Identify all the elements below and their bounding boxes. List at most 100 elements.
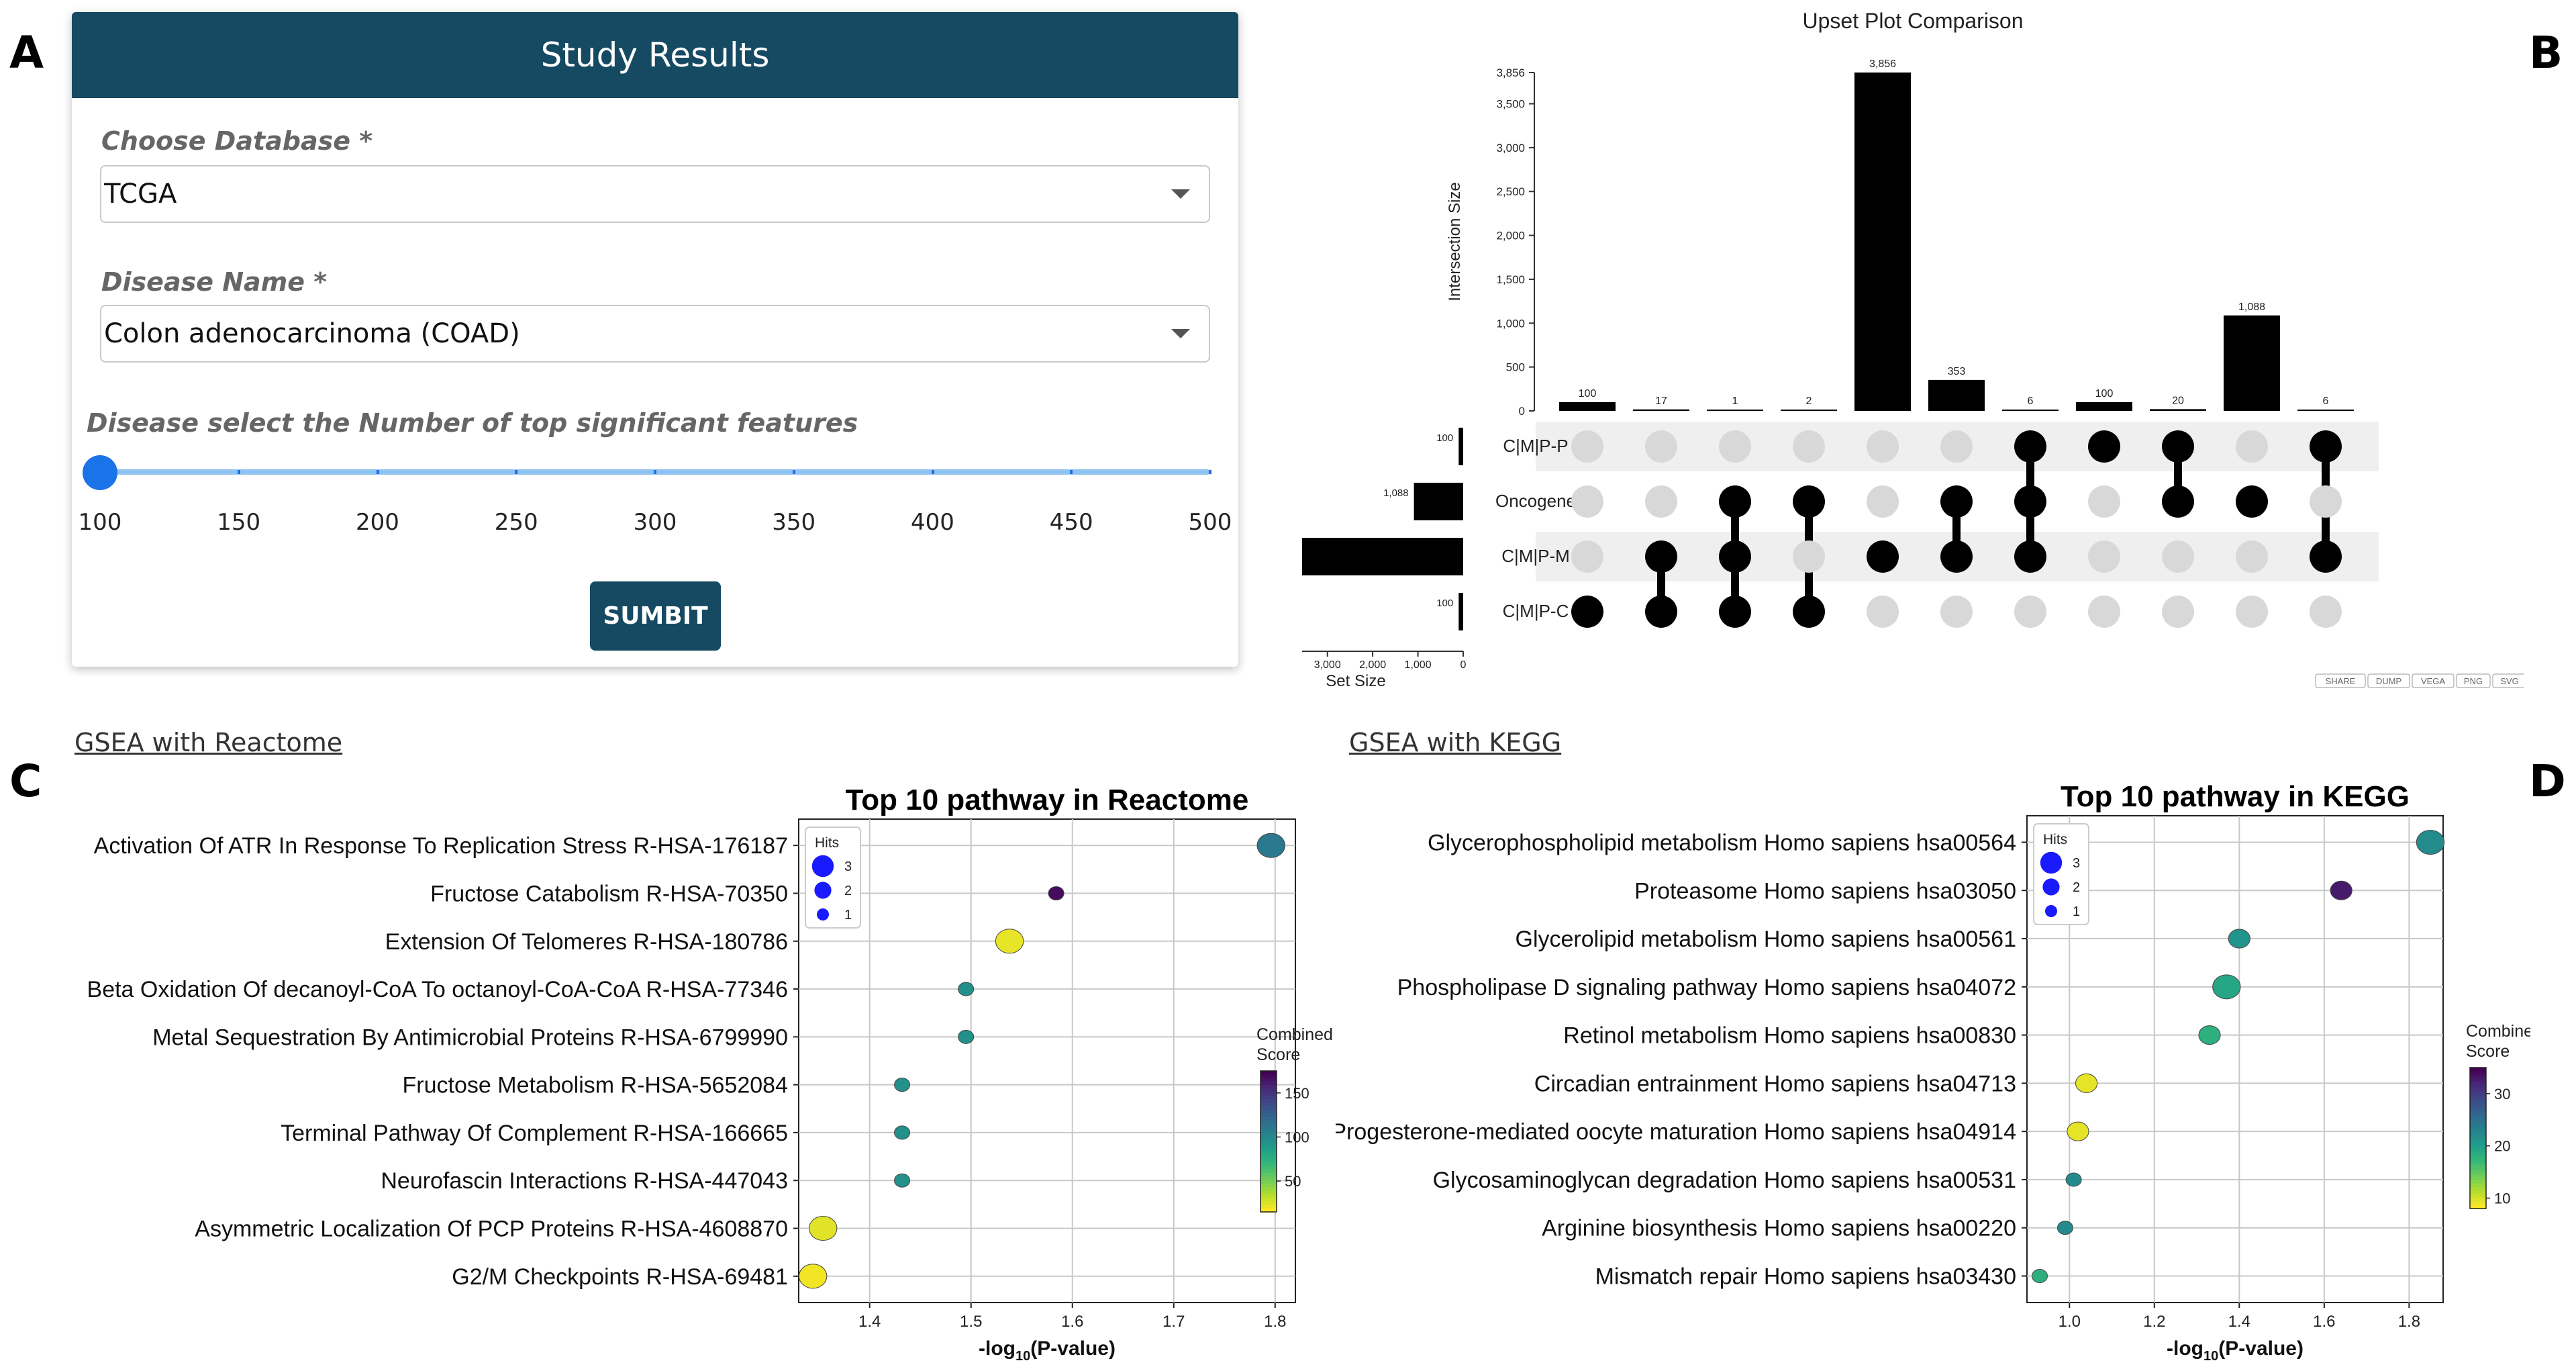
pathway-label: Glycosaminoglycan degradation Homo sapie… [1433, 1168, 2016, 1193]
x-axis-label: -log10(P-value) [2167, 1337, 2303, 1363]
colorbar-segment [1260, 1081, 1277, 1086]
colorbar-segment [1260, 1109, 1277, 1114]
slider-tick [515, 470, 518, 474]
intersection-bar [2076, 402, 2132, 411]
colorbar-segment [2470, 1162, 2486, 1167]
colorbar-segment [1260, 1162, 1277, 1167]
submit-button[interactable]: SUMBIT [590, 581, 721, 651]
colorbar-segment [1260, 1198, 1277, 1202]
upset-title: Upset Plot Comparison [1802, 9, 2023, 33]
colorbar-segment [1260, 1205, 1277, 1209]
colorbar-segment [2470, 1145, 2486, 1149]
matrix-dot-inactive [1793, 540, 1825, 573]
matrix-dot-active [1719, 540, 1751, 573]
x-tick-label: 1.7 [1162, 1313, 1185, 1331]
data-point [2067, 1121, 2089, 1141]
hits-legend-title: Hits [815, 835, 839, 851]
reactome-link[interactable]: GSEA with Reactome [75, 728, 343, 757]
matrix-dot-inactive [2088, 596, 2120, 628]
disease-label: Disease Name * [101, 267, 328, 297]
colorbar-segment [1260, 1166, 1277, 1170]
y-tick-label: 3,000 [1496, 142, 1525, 154]
data-point [1256, 833, 1285, 858]
pathway-label: Metal Sequestration By Antimicrobial Pro… [152, 1025, 788, 1050]
colorbar-segment [2470, 1201, 2486, 1206]
data-point [1048, 886, 1064, 900]
export-button-label: DUMP [2376, 676, 2401, 686]
hits-legend-box [805, 827, 861, 929]
database-value: TCGA [104, 179, 177, 209]
data-point [958, 1029, 975, 1044]
y-tick-label: 2,500 [1496, 185, 1525, 198]
colorbar-segment [1260, 1201, 1277, 1206]
x-tick-label: 1.6 [1061, 1313, 1083, 1331]
set-name-label: C|M|P-C [1503, 601, 1569, 621]
colorbar-segment [1260, 1127, 1277, 1132]
disease-select[interactable]: Colon adenocarcinoma (COAD) [100, 305, 1210, 363]
colorbar-segment [1260, 1095, 1277, 1100]
colorbar-segment [2470, 1152, 2486, 1157]
data-point [798, 1264, 828, 1289]
colorbar-segment [2470, 1102, 2486, 1107]
chevron-down-icon [1171, 189, 1190, 199]
matrix-dot-active [1645, 540, 1677, 573]
set-size-tick-label: 1,000 [1405, 659, 1432, 671]
y-tick-label: 2,000 [1496, 230, 1525, 242]
bar-value-label: 6 [2028, 395, 2034, 407]
hits-legend-marker [2040, 851, 2063, 874]
matrix-dot-inactive [1867, 430, 1899, 463]
matrix-dot-inactive [2236, 596, 2268, 628]
slider-tick [792, 470, 795, 474]
bar-value-label: 6 [2323, 395, 2329, 407]
bar-value-label: 17 [1655, 395, 1667, 407]
colorbar-segment [1260, 1159, 1277, 1164]
colorbar-segment [2470, 1155, 2486, 1160]
matrix-dot-inactive [2162, 540, 2194, 573]
slider-tick [237, 470, 240, 474]
panel-letter-d: D [2529, 755, 2566, 807]
feature-slider-thumb[interactable] [83, 455, 117, 490]
data-point [958, 982, 975, 996]
pathway-label: Fructose Metabolism R-HSA-5652084 [403, 1073, 788, 1098]
data-point [2330, 880, 2352, 900]
data-point [809, 1216, 838, 1241]
colorbar-segment [1260, 1123, 1277, 1128]
intersection-bar [1854, 73, 1911, 411]
colorbar-segment [2470, 1088, 2486, 1093]
database-select[interactable]: TCGA [100, 165, 1210, 223]
colorbar-frame [1260, 1070, 1277, 1213]
plot-title: Top 10 pathway in KEGG [2061, 780, 2410, 813]
data-point [894, 1173, 911, 1188]
colorbar-segment [1260, 1131, 1277, 1135]
colorbar-segment [1260, 1190, 1277, 1195]
pathway-label: Proteasome Homo sapiens hsa03050 [1634, 878, 2016, 904]
set-size-bar [1458, 593, 1463, 630]
matrix-dot-active [1645, 596, 1677, 628]
bar-value-label: 1 [1732, 395, 1738, 407]
matrix-dot-inactive [1719, 430, 1751, 463]
matrix-dot-active [1867, 540, 1899, 573]
colorbar-segment [2470, 1180, 2486, 1185]
colorbar-segment [2470, 1127, 2486, 1132]
matrix-dot-active [2014, 430, 2046, 463]
colorbar-tick-label: 50 [1285, 1173, 1301, 1190]
panel-letter-b: B [2529, 27, 2563, 79]
matrix-dot-inactive [1645, 485, 1677, 518]
colorbar-segment [2470, 1170, 2486, 1174]
colorbar-segment [1260, 1141, 1277, 1146]
colorbar-segment [2470, 1198, 2486, 1202]
colorbar-segment [1260, 1155, 1277, 1160]
set-size-value-label: 1,088 [1383, 487, 1409, 499]
hits-legend-label: 3 [2073, 856, 2080, 871]
pathway-label: Extension Of Telomeres R-HSA-180786 [385, 929, 788, 955]
slider-tick [1070, 470, 1073, 474]
colorbar-segment [2470, 1148, 2486, 1153]
matrix-dot-inactive [1867, 596, 1899, 628]
pathway-label: Mismatch repair Homo sapiens hsa03430 [1595, 1264, 2016, 1290]
hits-legend-marker [817, 908, 829, 920]
colorbar-segment [2470, 1071, 2486, 1076]
colorbar-segment [2470, 1106, 2486, 1111]
set-size-tick-label: 0 [1460, 659, 1467, 671]
kegg-link[interactable]: GSEA with KEGG [1349, 728, 1562, 757]
colorbar-segment [2470, 1159, 2486, 1164]
